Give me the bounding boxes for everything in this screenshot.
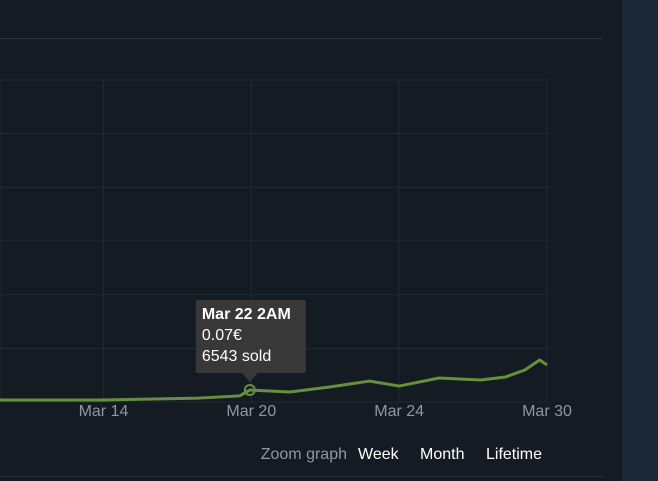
x-tick-label: Mar 30 [522,403,572,420]
price-line [0,358,548,402]
x-tick-label: Mar 24 [374,403,424,420]
tooltip-date: Mar 22 2AM [202,306,291,323]
zoom-option[interactable]: Week [358,446,400,463]
tooltip-box [195,300,306,374]
tooltip-sold: 6543 sold [202,348,271,365]
tooltip-price: 0.07€ [202,327,242,344]
tooltip-pointer [241,373,258,383]
zoom-controls: Zoom graph Week Month Lifetime [261,446,542,463]
x-tick-label: Mar 14 [79,403,129,420]
zoom-option[interactable]: Month [420,446,464,463]
x-tick-label: Mar 20 [226,403,276,420]
sidebar [622,0,658,481]
zoom-label: Zoom graph [261,446,347,463]
zoom-option[interactable]: Lifetime [486,446,542,463]
hover-point [243,384,256,397]
price-chart: Mar 14 Mar 20 Mar 24 Mar 30 Mar 22 2AM 0.07€ 6… [0,79,572,420]
